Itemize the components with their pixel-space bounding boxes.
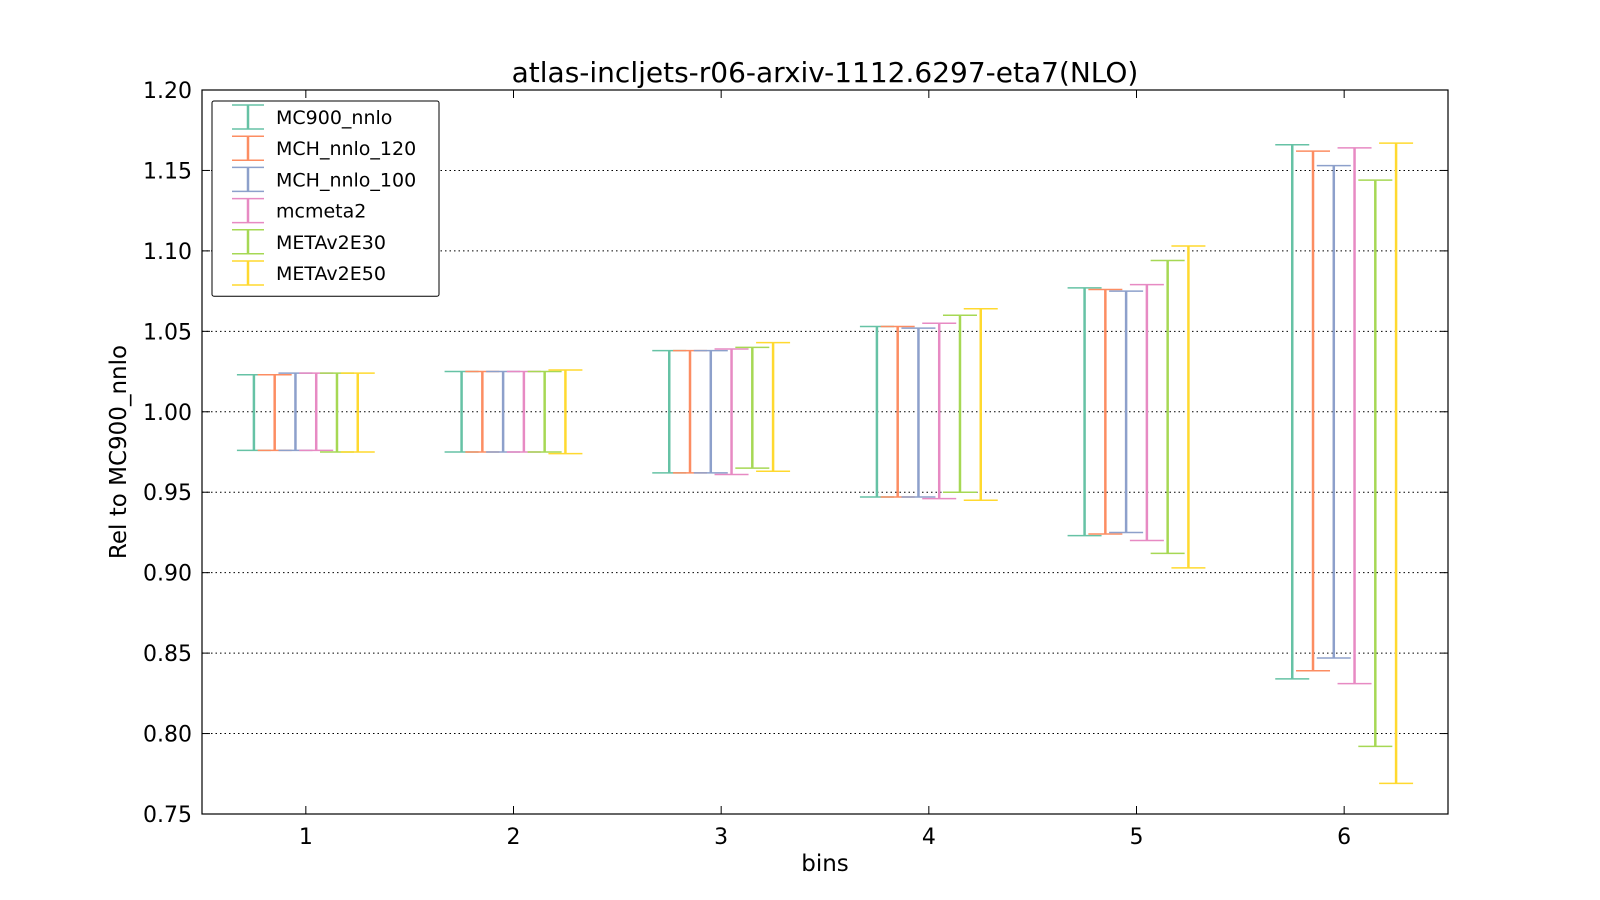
y-axis-label: Rel to MC900_nnlo (106, 345, 132, 559)
x-tick-label: 1 (299, 825, 313, 850)
x-tick-label: 4 (922, 825, 936, 850)
series-MCH_nnlo_120 (257, 150, 1331, 672)
axis-ticks: 0.75 0.80 0.85 0.90 0.95 1.00 1.05 1.10 1.15 1.20… (143, 79, 1448, 850)
y-tick-label: 0.95 (143, 481, 192, 506)
x-axis-label: bins (801, 851, 849, 877)
plot-frame (201, 89, 1449, 815)
x-tick-label: 5 (1130, 825, 1144, 850)
x-tick-label: 3 (714, 825, 728, 850)
legend-label: METAv2E50 (276, 263, 386, 285)
y-tick-label: 0.80 (143, 723, 192, 748)
legend: MC900_nnlo MCH_nnlo_120 MCH_nnlo_100mcmeta… (211, 100, 440, 297)
legend-box (211, 100, 440, 297)
legend-label: MC900_nnlo (276, 107, 392, 129)
x-tick-label: 6 (1337, 825, 1351, 850)
x-tick-label: 2 (507, 825, 521, 850)
y-tick-label: 0.75 (143, 803, 192, 828)
y-tick-label: 1.20 (143, 79, 192, 104)
series-mcmeta2 (299, 147, 1372, 685)
series-METAv2E30 (319, 179, 1393, 748)
y-tick-label: 1.10 (143, 240, 192, 265)
y-tick-label: 1.05 (143, 320, 192, 345)
y-tick-label: 1.15 (143, 159, 192, 184)
legend-label: MCH_nnlo_120 (276, 138, 416, 160)
error-bars (236, 142, 1414, 785)
legend-label: METAv2E30 (276, 232, 386, 254)
series-METAv2E50 (340, 142, 1414, 785)
y-tick-label: 0.85 (143, 642, 192, 667)
legend-label: mcmeta2 (276, 201, 366, 223)
legend-label: MCH_nnlo_100 (276, 169, 416, 191)
y-tick-label: 0.90 (143, 562, 192, 587)
chart-title: atlas-incljets-r06-arxiv-1112.6297-eta7(… (512, 56, 1139, 89)
series-MCH_nnlo_100 (278, 164, 1351, 659)
y-tick-label: 1.00 (143, 401, 192, 426)
